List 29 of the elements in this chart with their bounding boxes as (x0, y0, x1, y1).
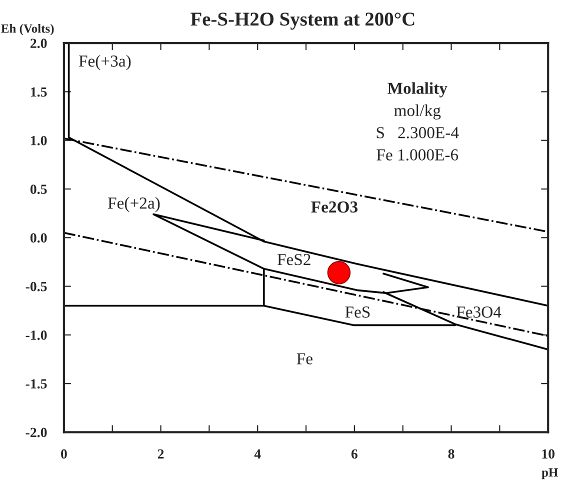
annotation: Molality (388, 82, 448, 98)
y-tick-label: 0.0 (30, 233, 47, 243)
annotation: Fe(+2a) (108, 197, 160, 212)
annotation: FeS (345, 306, 370, 318)
chart-title: Fe-S-H2O System at 200°C (190, 12, 414, 30)
x-axis-title: pH (542, 468, 558, 480)
y-tick-label: 1.5 (31, 87, 47, 97)
y-tick-label: 1.0 (31, 136, 47, 146)
annotation: mol/kg (394, 104, 441, 120)
y-axis-title: Eh (Volts) (1, 24, 54, 36)
annotation: Fe2O3 (311, 201, 358, 213)
y-tick-label: 2.0 (30, 38, 47, 48)
y-tick-label: -0.5 (26, 282, 47, 292)
annotation: Fe (296, 353, 312, 364)
annotation: Fe(+3a) (78, 54, 131, 70)
annotation: Fe3O4 (456, 306, 502, 318)
annotation: S 2.300E-4 (376, 127, 459, 138)
annotation: FeS2 (277, 254, 310, 266)
y-tick-label: 0.5 (30, 184, 47, 194)
y-tick-label: -1.5 (26, 379, 47, 389)
x-tick-label: 4 (254, 449, 261, 459)
x-tick-label: 10 (542, 449, 555, 459)
annotation: Fe 1.000E-6 (376, 149, 458, 161)
x-tick-label: 6 (351, 449, 358, 459)
x-tick-label: 8 (448, 449, 454, 459)
y-tick-label: -1.0 (26, 330, 47, 340)
x-tick-label: 0 (61, 449, 67, 459)
x-tick-label: 2 (158, 449, 164, 459)
y-tick-label: -2.0 (26, 428, 47, 438)
